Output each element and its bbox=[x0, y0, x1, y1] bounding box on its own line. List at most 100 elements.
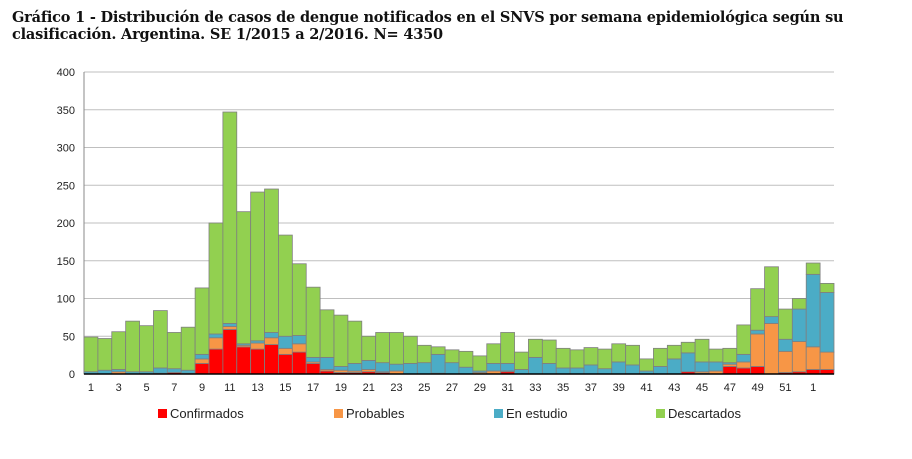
bar-descartados bbox=[347, 320, 363, 364]
bar-confirmados bbox=[194, 363, 210, 375]
bar-descartados bbox=[375, 332, 390, 364]
bar-en-estudio bbox=[750, 329, 765, 335]
bar-probables bbox=[819, 351, 835, 370]
x-tick-label: 45 bbox=[696, 382, 708, 394]
bar-descartados bbox=[569, 349, 585, 369]
bar-descartados bbox=[555, 347, 571, 369]
chart-title: Gráfico 1 - Distribución de casos de den… bbox=[12, 9, 844, 43]
bar-probables bbox=[778, 350, 793, 373]
bar-descartados bbox=[805, 262, 821, 275]
y-tick-label: 400 bbox=[57, 67, 75, 79]
bar-en-estudio bbox=[389, 363, 404, 372]
bar-descartados bbox=[125, 320, 140, 373]
bar-descartados bbox=[500, 332, 515, 364]
x-tick-label: 1 bbox=[810, 382, 816, 394]
bar-descartados bbox=[639, 358, 654, 372]
bar-en-estudio bbox=[541, 363, 557, 375]
bar-descartados bbox=[180, 326, 196, 371]
bar-descartados bbox=[750, 288, 765, 331]
bar-en-estudio bbox=[569, 367, 585, 375]
bar-en-estudio bbox=[791, 308, 807, 342]
legend-swatch bbox=[334, 409, 343, 418]
bar-en-estudio bbox=[416, 362, 432, 375]
bar-en-estudio bbox=[500, 363, 515, 372]
legend-swatch bbox=[494, 409, 503, 418]
bar-descartados bbox=[486, 343, 502, 364]
bar-descartados bbox=[97, 338, 113, 371]
bar-descartados bbox=[722, 347, 738, 364]
bar-en-estudio bbox=[805, 273, 821, 348]
bar-en-estudio bbox=[444, 362, 460, 375]
bar-probables bbox=[750, 333, 765, 367]
x-tick-label: 7 bbox=[171, 382, 177, 394]
y-tick-label: 300 bbox=[57, 143, 75, 155]
x-tick-label: 17 bbox=[307, 382, 319, 394]
legend-swatch bbox=[158, 409, 167, 418]
y-tick-label: 100 bbox=[57, 294, 75, 306]
bar-en-estudio bbox=[333, 366, 349, 371]
bar-probables bbox=[264, 337, 279, 345]
x-tick-label: 5 bbox=[143, 382, 149, 394]
bar-descartados bbox=[541, 339, 557, 364]
y-tick-label: 200 bbox=[57, 218, 75, 230]
bar-descartados bbox=[778, 308, 793, 340]
bar-en-estudio bbox=[694, 361, 710, 373]
bar-confirmados bbox=[278, 353, 293, 375]
bar-descartados bbox=[764, 266, 779, 318]
x-tick-label: 9 bbox=[199, 382, 205, 394]
legend-swatch bbox=[656, 409, 665, 418]
x-tick-label: 51 bbox=[779, 382, 791, 394]
bar-en-estudio bbox=[375, 362, 390, 373]
legend-label: Probables bbox=[346, 406, 405, 421]
x-tick-label: 27 bbox=[446, 382, 458, 394]
bar-descartados bbox=[264, 188, 279, 333]
bar-probables bbox=[250, 342, 265, 350]
bar-en-estudio bbox=[278, 335, 293, 349]
bar-descartados bbox=[166, 332, 182, 370]
bar-descartados bbox=[666, 344, 682, 360]
bar-confirmados bbox=[750, 366, 765, 375]
bar-probables bbox=[736, 361, 752, 369]
x-tick-label: 21 bbox=[363, 382, 375, 394]
bar-probables bbox=[278, 347, 293, 355]
x-tick-label: 23 bbox=[390, 382, 402, 394]
x-tick-label: 15 bbox=[279, 382, 291, 394]
y-tick-label: 0 bbox=[69, 369, 75, 381]
bar-confirmados bbox=[222, 329, 238, 375]
bar-descartados bbox=[625, 344, 640, 366]
bar-en-estudio bbox=[403, 363, 418, 375]
bar-en-estudio bbox=[708, 361, 724, 372]
legend-label: Descartados bbox=[668, 406, 741, 421]
bar-descartados bbox=[430, 346, 446, 355]
bar-descartados bbox=[222, 111, 238, 324]
bar-descartados bbox=[83, 336, 99, 373]
bar-descartados bbox=[305, 286, 321, 358]
bar-descartados bbox=[458, 350, 474, 368]
legend-label: En estudio bbox=[506, 406, 567, 421]
bar-probables bbox=[291, 343, 307, 353]
bar-en-estudio bbox=[611, 361, 627, 375]
bar-descartados bbox=[694, 338, 710, 363]
bar-probables bbox=[194, 358, 210, 364]
bar-en-estudio bbox=[291, 335, 307, 345]
bar-en-estudio bbox=[458, 366, 474, 375]
bar-descartados bbox=[236, 211, 252, 345]
bar-en-estudio bbox=[653, 366, 668, 375]
bar-descartados bbox=[389, 332, 404, 365]
x-tick-label: 3 bbox=[116, 382, 122, 394]
bar-probables bbox=[222, 326, 238, 330]
bar-en-estudio bbox=[222, 323, 238, 327]
bar-descartados bbox=[708, 348, 724, 363]
x-tick-label: 19 bbox=[335, 382, 347, 394]
bar-descartados bbox=[514, 351, 529, 370]
bar-probables bbox=[791, 341, 807, 373]
bar-descartados bbox=[653, 347, 668, 367]
bar-descartados bbox=[597, 348, 613, 370]
bar-descartados bbox=[153, 310, 168, 369]
x-tick-label: 49 bbox=[751, 382, 763, 394]
bar-descartados bbox=[444, 349, 460, 364]
bar-en-estudio bbox=[778, 338, 793, 352]
bar-en-estudio bbox=[208, 333, 224, 339]
bar-descartados bbox=[208, 222, 224, 335]
